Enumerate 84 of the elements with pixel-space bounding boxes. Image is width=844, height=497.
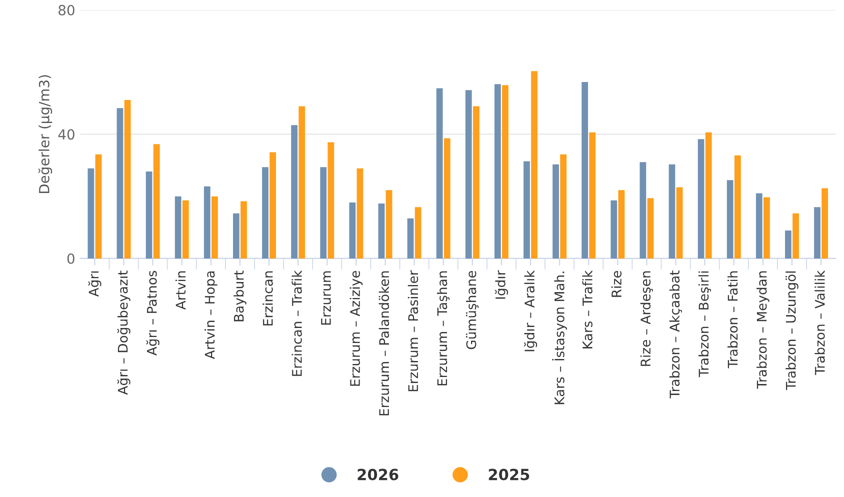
bar (262, 167, 268, 258)
bar (320, 167, 327, 258)
bar (494, 84, 501, 258)
x-tick-label: Trabzon – Beşirli (698, 271, 712, 378)
bar (407, 218, 414, 258)
x-tick-label: Iğdır – Aralık (524, 270, 538, 352)
bar (204, 186, 210, 258)
x-tick-label: Erzincan (262, 271, 273, 326)
bar (698, 139, 704, 258)
bar (764, 197, 770, 258)
x-tick-label: Trabzon – Meydan (756, 271, 770, 389)
y-tick-label: 80 (58, 4, 74, 16)
bar (582, 82, 588, 258)
x-tick-label: Ağrı – Doğubeyazıt (117, 270, 130, 395)
bar (472, 106, 480, 258)
bar (552, 164, 559, 258)
bar (465, 90, 472, 258)
bar (444, 138, 450, 258)
bar (531, 71, 538, 258)
x-tick-label: Erzurum – Pasinler (408, 270, 418, 392)
x-tick-label: Ağrı – Patnos (146, 270, 160, 356)
bar (95, 154, 102, 258)
y-tick-label: 40 (58, 129, 74, 140)
x-tick-label: Rize (611, 270, 622, 297)
bar (814, 207, 820, 258)
x-tick-label: Rize – Ardeşen (640, 271, 653, 366)
bar (436, 88, 443, 258)
y-axis-title: Değerler (µg/m3) (38, 75, 52, 194)
bar (618, 190, 625, 258)
x-tick-label: Erzincan – Trafik (292, 270, 302, 376)
bar (356, 168, 364, 258)
x-tick-label: Artvin (175, 271, 186, 310)
bar (676, 187, 683, 258)
bar (88, 168, 94, 258)
bar (756, 193, 762, 258)
x-tick-label: Artvin – Hopa (204, 271, 218, 360)
bar (378, 203, 385, 258)
legend-label: 2026 (358, 468, 398, 480)
bar (182, 200, 189, 258)
x-tick-label: Gümüşhane (466, 270, 479, 350)
x-tick-label: Erzurum – Taşhan (436, 271, 450, 386)
bar (291, 125, 298, 258)
bar (240, 201, 247, 258)
x-tick-label: Erzurum (321, 271, 331, 325)
bar (560, 154, 567, 258)
bar (792, 213, 799, 258)
bar (386, 190, 392, 258)
bar (116, 108, 124, 258)
y-tick-label: 0 (67, 253, 74, 264)
x-tick-label: Bayburt (234, 270, 246, 322)
x-tick-label: Trabzon – Akçaabat (669, 270, 682, 398)
bar (298, 106, 306, 258)
bar (502, 85, 508, 258)
bar (414, 207, 422, 258)
bar (647, 198, 654, 258)
bar (174, 196, 182, 258)
x-tick-label: Ağrı (88, 271, 102, 297)
x-tick-label: Erzurum – Palandöken (378, 271, 390, 416)
bar (146, 171, 152, 258)
bar (610, 200, 618, 258)
bar (349, 202, 356, 258)
x-tick-label: Trabzon – Uzungöl (786, 271, 798, 390)
x-tick-label: Trabzon – Fatih (727, 271, 738, 368)
x-tick-label: Iğdır (494, 270, 508, 299)
bar (668, 164, 676, 258)
bar (124, 100, 131, 258)
bar (589, 132, 596, 258)
bar (785, 230, 792, 258)
bar (822, 188, 828, 258)
bar (212, 196, 218, 258)
bar (233, 213, 240, 258)
bar (640, 162, 646, 258)
bar (328, 142, 334, 258)
bar (726, 180, 734, 258)
bar (734, 155, 741, 258)
bar (705, 132, 712, 258)
bar (524, 161, 530, 258)
x-tick-label: Kars – İstasyon Mah. (552, 272, 567, 404)
legend-label: 2025 (488, 468, 530, 480)
bar (270, 152, 276, 258)
x-tick-label: Erzurum – Aziziye (350, 270, 363, 386)
x-tick-label: Kars – Trafik (582, 270, 592, 348)
bar (153, 144, 160, 258)
x-tick-label: Trabzon – Valilik (814, 270, 825, 376)
